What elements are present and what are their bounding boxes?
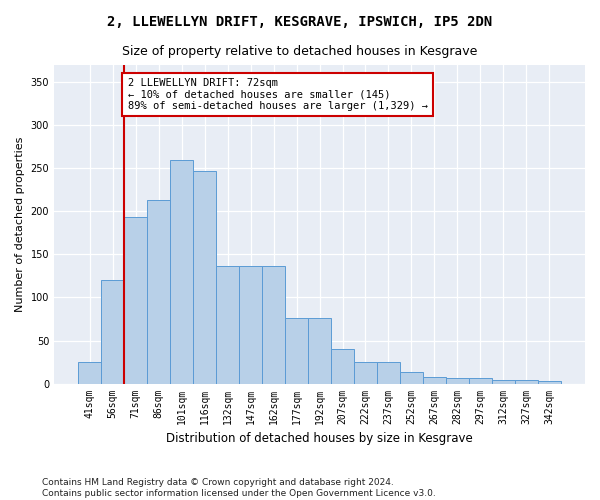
- Bar: [147, 200, 170, 384]
- Bar: [78, 362, 101, 384]
- X-axis label: Distribution of detached houses by size in Kesgrave: Distribution of detached houses by size …: [166, 432, 473, 445]
- Bar: [446, 378, 469, 384]
- Bar: [124, 218, 147, 384]
- Text: 2, LLEWELLYN DRIFT, KESGRAVE, IPSWICH, IP5 2DN: 2, LLEWELLYN DRIFT, KESGRAVE, IPSWICH, I…: [107, 15, 493, 29]
- Bar: [239, 266, 262, 384]
- Bar: [193, 171, 216, 384]
- Bar: [423, 376, 446, 384]
- Bar: [170, 160, 193, 384]
- Bar: [285, 318, 308, 384]
- Text: Contains HM Land Registry data © Crown copyright and database right 2024.
Contai: Contains HM Land Registry data © Crown c…: [42, 478, 436, 498]
- Bar: [331, 349, 354, 384]
- Y-axis label: Number of detached properties: Number of detached properties: [15, 136, 25, 312]
- Bar: [492, 380, 515, 384]
- Bar: [400, 372, 423, 384]
- Bar: [538, 381, 561, 384]
- Bar: [308, 318, 331, 384]
- Bar: [354, 362, 377, 384]
- Bar: [216, 266, 239, 384]
- Bar: [262, 266, 285, 384]
- Text: 2 LLEWELLYN DRIFT: 72sqm
← 10% of detached houses are smaller (145)
89% of semi-: 2 LLEWELLYN DRIFT: 72sqm ← 10% of detach…: [128, 78, 428, 111]
- Text: Size of property relative to detached houses in Kesgrave: Size of property relative to detached ho…: [122, 45, 478, 58]
- Bar: [377, 362, 400, 384]
- Bar: [101, 280, 124, 384]
- Bar: [515, 380, 538, 384]
- Bar: [469, 378, 492, 384]
